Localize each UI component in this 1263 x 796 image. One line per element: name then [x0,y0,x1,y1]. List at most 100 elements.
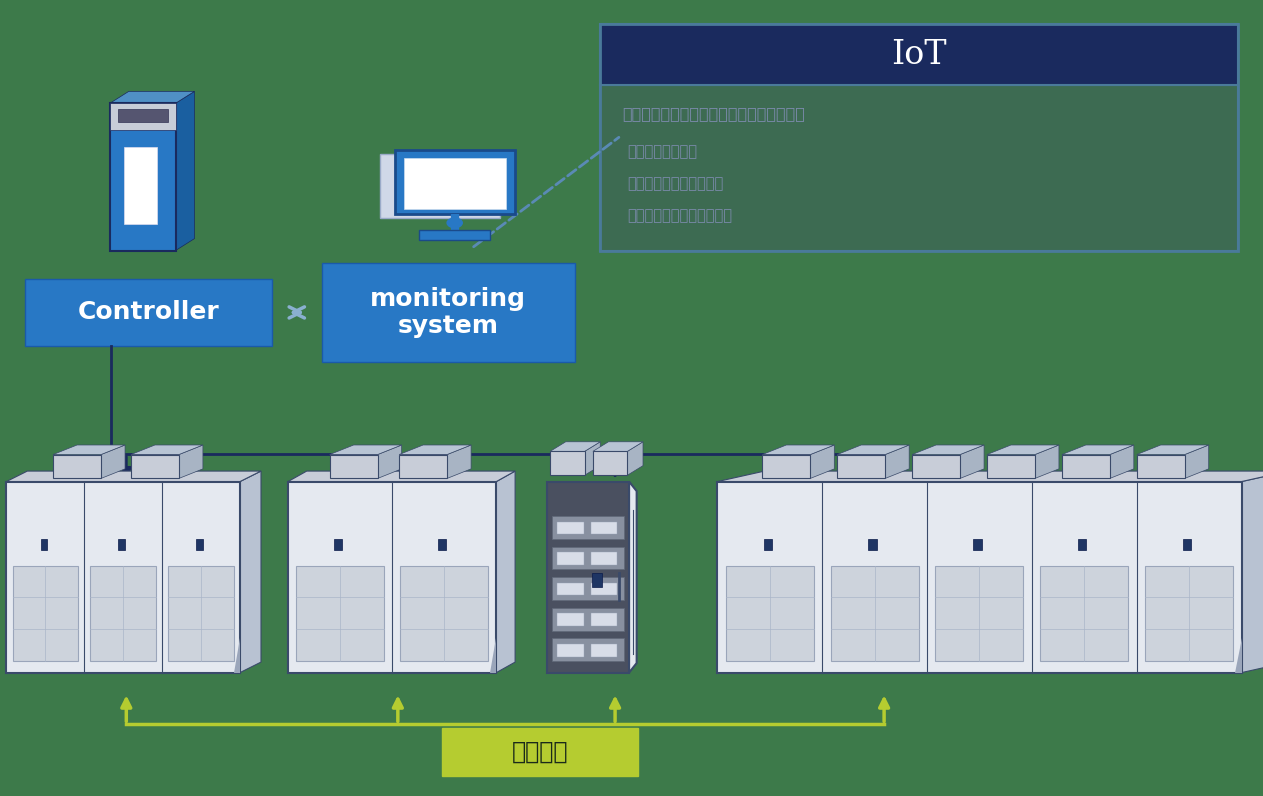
Polygon shape [1185,445,1209,478]
Polygon shape [811,445,835,478]
Polygon shape [288,471,515,482]
FancyBboxPatch shape [333,539,342,550]
Polygon shape [1235,638,1242,673]
Circle shape [447,218,462,228]
FancyBboxPatch shape [404,158,505,209]
FancyBboxPatch shape [117,109,168,123]
Polygon shape [179,445,203,478]
Polygon shape [490,638,496,673]
Polygon shape [240,471,261,673]
FancyBboxPatch shape [557,644,584,657]
FancyBboxPatch shape [869,539,877,550]
FancyBboxPatch shape [124,147,157,224]
Polygon shape [101,445,125,478]
Polygon shape [960,445,984,478]
FancyBboxPatch shape [547,482,629,673]
Polygon shape [592,442,643,451]
FancyBboxPatch shape [763,455,811,478]
Polygon shape [496,471,515,673]
FancyBboxPatch shape [837,455,885,478]
Polygon shape [447,445,471,478]
Polygon shape [551,442,600,451]
FancyBboxPatch shape [551,451,585,475]
FancyBboxPatch shape [831,566,918,661]
Text: ・運転状態予兆監視データ: ・運転状態予兆監視データ [628,209,733,224]
Polygon shape [176,92,195,251]
Polygon shape [1242,471,1263,673]
FancyBboxPatch shape [986,455,1034,478]
FancyBboxPatch shape [394,150,515,214]
Polygon shape [131,445,203,455]
FancyBboxPatch shape [6,482,240,673]
Polygon shape [837,445,909,455]
Polygon shape [1062,445,1134,455]
FancyBboxPatch shape [552,577,624,600]
FancyBboxPatch shape [400,566,488,661]
FancyBboxPatch shape [119,539,125,550]
FancyBboxPatch shape [557,521,584,534]
Polygon shape [234,638,240,673]
FancyBboxPatch shape [1137,455,1185,478]
FancyBboxPatch shape [552,607,624,630]
Polygon shape [885,445,909,478]
FancyBboxPatch shape [591,552,618,565]
Polygon shape [110,92,195,103]
FancyBboxPatch shape [1041,566,1128,661]
Text: IoT: IoT [890,38,947,71]
FancyBboxPatch shape [168,566,234,661]
FancyBboxPatch shape [557,614,584,626]
FancyBboxPatch shape [557,583,584,595]
Polygon shape [629,482,637,673]
FancyBboxPatch shape [936,566,1023,661]
Polygon shape [399,445,471,455]
FancyBboxPatch shape [419,230,490,240]
FancyBboxPatch shape [322,263,575,362]
FancyBboxPatch shape [399,455,447,478]
Text: monitoring
system: monitoring system [370,287,527,338]
Polygon shape [1110,445,1134,478]
Polygon shape [986,445,1058,455]
FancyBboxPatch shape [442,728,638,776]
FancyBboxPatch shape [764,539,772,550]
Text: ・部品の状態監視データ: ・部品の状態監視データ [628,176,724,191]
Text: 上位装置でのインバータ内詳細データ監視: 上位装置でのインバータ内詳細データ監視 [623,106,806,121]
FancyBboxPatch shape [110,103,176,130]
Polygon shape [717,471,1263,482]
FancyBboxPatch shape [1183,539,1191,550]
Polygon shape [378,445,402,478]
Polygon shape [330,445,402,455]
FancyBboxPatch shape [131,455,179,478]
Text: 相互監視: 相互監視 [512,740,568,764]
FancyBboxPatch shape [379,154,499,218]
FancyBboxPatch shape [600,85,1238,251]
FancyBboxPatch shape [552,547,624,569]
FancyBboxPatch shape [13,566,78,661]
FancyBboxPatch shape [974,539,981,550]
FancyBboxPatch shape [717,482,1242,673]
FancyBboxPatch shape [196,539,202,550]
Text: Controller: Controller [77,300,220,325]
FancyBboxPatch shape [288,482,496,673]
FancyBboxPatch shape [297,566,384,661]
FancyBboxPatch shape [592,573,602,587]
FancyBboxPatch shape [1062,455,1110,478]
FancyBboxPatch shape [91,566,155,661]
FancyBboxPatch shape [726,566,813,661]
FancyBboxPatch shape [557,552,584,565]
FancyBboxPatch shape [591,644,618,657]
Polygon shape [6,471,261,482]
FancyBboxPatch shape [591,583,618,595]
FancyBboxPatch shape [1079,539,1086,550]
FancyBboxPatch shape [438,539,446,550]
FancyBboxPatch shape [600,24,1238,85]
FancyBboxPatch shape [110,103,176,251]
FancyBboxPatch shape [25,279,272,346]
Polygon shape [763,445,835,455]
FancyBboxPatch shape [912,455,960,478]
Polygon shape [912,445,984,455]
FancyBboxPatch shape [552,638,624,661]
Polygon shape [53,445,125,455]
FancyBboxPatch shape [40,539,47,550]
FancyBboxPatch shape [552,516,624,539]
FancyBboxPatch shape [1146,566,1233,661]
